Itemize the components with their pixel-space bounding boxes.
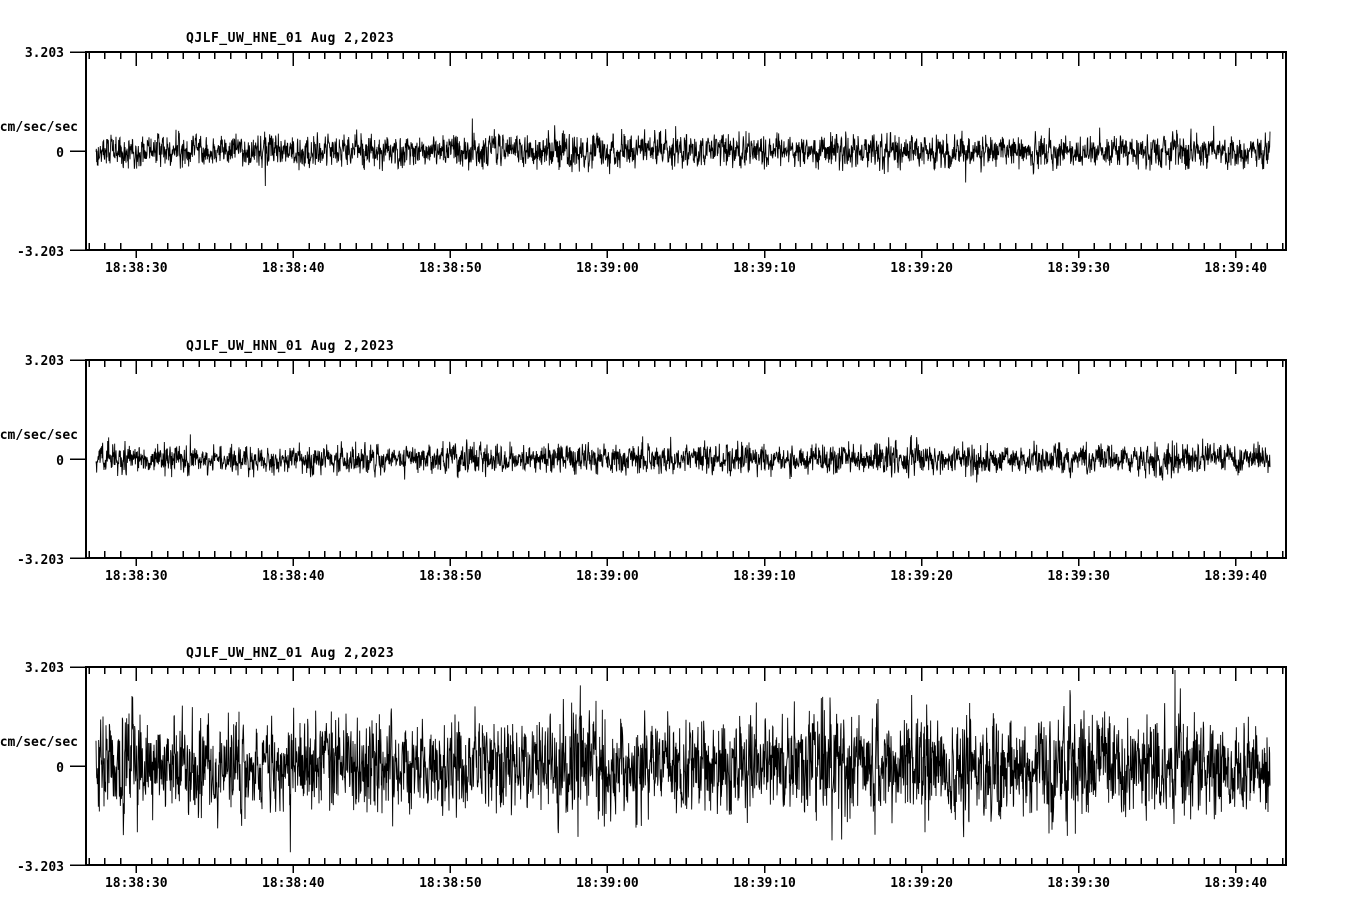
seismogram-panel-hnz: QJLF_UW_HNZ_01 Aug 2,2023 3.203 0 -3.203 cm/… <box>0 615 1358 915</box>
waveform-trace <box>95 669 1271 853</box>
panel-title: QJLF_UW_HNE_01 Aug 2,2023 <box>186 31 394 46</box>
x-tick-label: 18:39:40 <box>1204 261 1267 276</box>
y-tick-label-max: 3.203 <box>25 354 64 369</box>
x-tick-label: 18:38:40 <box>262 569 325 584</box>
x-tick-label: 18:38:40 <box>262 876 325 891</box>
x-tick-label: 18:38:40 <box>262 261 325 276</box>
x-tick-label: 18:39:40 <box>1204 876 1267 891</box>
x-tick-label: 18:39:10 <box>733 876 796 891</box>
minor-tick-group <box>88 667 1284 865</box>
x-tick-label: 18:39:00 <box>576 569 639 584</box>
x-tick-label: 18:39:20 <box>890 261 953 276</box>
waveform-trace <box>95 118 1271 187</box>
x-tick-label-group: 18:38:30 18:38:40 18:38:50 18:39:00 18:39:10… <box>105 261 1267 276</box>
x-tick-label: 18:39:10 <box>733 569 796 584</box>
x-tick-label: 18:38:30 <box>105 261 168 276</box>
x-tick-label: 18:39:40 <box>1204 569 1267 584</box>
x-tick-label-group: 18:38:30 18:38:40 18:38:50 18:39:00 18:39:10… <box>105 569 1267 584</box>
major-tick-group <box>135 667 1237 873</box>
x-tick-label: 18:39:10 <box>733 261 796 276</box>
y-axis-label: cm/sec/sec <box>0 428 78 443</box>
y-tick-label-zero: 0 <box>56 454 64 469</box>
x-tick-label: 18:38:30 <box>105 569 168 584</box>
seismogram-panel-hne: QJLF_UW_HNE_01 Aug 2,2023 3.203 0 -3.203 cm/… <box>0 0 1358 300</box>
x-tick-label: 18:39:30 <box>1047 261 1110 276</box>
x-tick-label: 18:39:20 <box>890 569 953 584</box>
y-tick-group <box>70 359 86 559</box>
y-tick-group <box>70 666 86 866</box>
y-tick-label-min: -3.203 <box>17 553 64 568</box>
minor-tick-group <box>88 52 1284 250</box>
plot-canvas: QJLF_UW_HNE_01 Aug 2,2023 3.203 0 -3.203 cm/… <box>0 31 1287 276</box>
x-tick-label: 18:39:00 <box>576 261 639 276</box>
panel-title: QJLF_UW_HNN_01 Aug 2,2023 <box>186 339 394 354</box>
x-tick-label: 18:38:50 <box>419 876 482 891</box>
plot-canvas: QJLF_UW_HNZ_01 Aug 2,2023 3.203 0 -3.203 cm/… <box>0 646 1287 891</box>
x-tick-label: 18:39:20 <box>890 876 953 891</box>
y-tick-label-zero: 0 <box>56 146 64 161</box>
plot-canvas: QJLF_UW_HNN_01 Aug 2,2023 3.203 0 -3.203 cm/… <box>0 339 1287 584</box>
x-tick-label: 18:38:30 <box>105 876 168 891</box>
x-tick-label: 18:39:00 <box>576 876 639 891</box>
y-axis-label: cm/sec/sec <box>0 120 78 135</box>
seismogram-panel-hnn: QJLF_UW_HNN_01 Aug 2,2023 3.203 0 -3.203 cm/… <box>0 308 1358 608</box>
minor-tick-group <box>88 360 1284 558</box>
x-tick-label: 18:39:30 <box>1047 569 1110 584</box>
x-tick-label: 18:39:30 <box>1047 876 1110 891</box>
y-tick-group <box>70 51 86 251</box>
x-tick-label: 18:38:50 <box>419 261 482 276</box>
waveform-trace <box>95 434 1271 483</box>
y-tick-label-zero: 0 <box>56 761 64 776</box>
major-tick-group <box>135 360 1237 566</box>
y-axis-label: cm/sec/sec <box>0 735 78 750</box>
y-tick-label-max: 3.203 <box>25 46 64 61</box>
major-tick-group <box>135 52 1237 258</box>
y-tick-label-min: -3.203 <box>17 860 64 875</box>
y-tick-label-min: -3.203 <box>17 245 64 260</box>
y-tick-label-max: 3.203 <box>25 661 64 676</box>
panel-title: QJLF_UW_HNZ_01 Aug 2,2023 <box>186 646 394 661</box>
x-tick-label: 18:38:50 <box>419 569 482 584</box>
x-tick-label-group: 18:38:30 18:38:40 18:38:50 18:39:00 18:39:10… <box>105 876 1267 891</box>
